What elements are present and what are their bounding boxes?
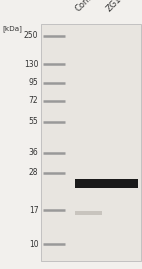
Text: [kDa]: [kDa] <box>3 25 23 32</box>
Text: 130: 130 <box>24 59 38 69</box>
Text: ZG16: ZG16 <box>105 0 128 13</box>
Bar <box>75 211 102 215</box>
Text: Control: Control <box>74 0 102 13</box>
Text: 250: 250 <box>24 31 38 40</box>
Text: 95: 95 <box>29 78 38 87</box>
Text: 72: 72 <box>29 96 38 105</box>
Text: 10: 10 <box>29 240 38 249</box>
Text: 28: 28 <box>29 168 38 177</box>
Text: 55: 55 <box>29 117 38 126</box>
Text: 17: 17 <box>29 206 38 215</box>
Text: 36: 36 <box>29 148 38 157</box>
Bar <box>41 24 141 261</box>
Bar <box>75 179 138 188</box>
